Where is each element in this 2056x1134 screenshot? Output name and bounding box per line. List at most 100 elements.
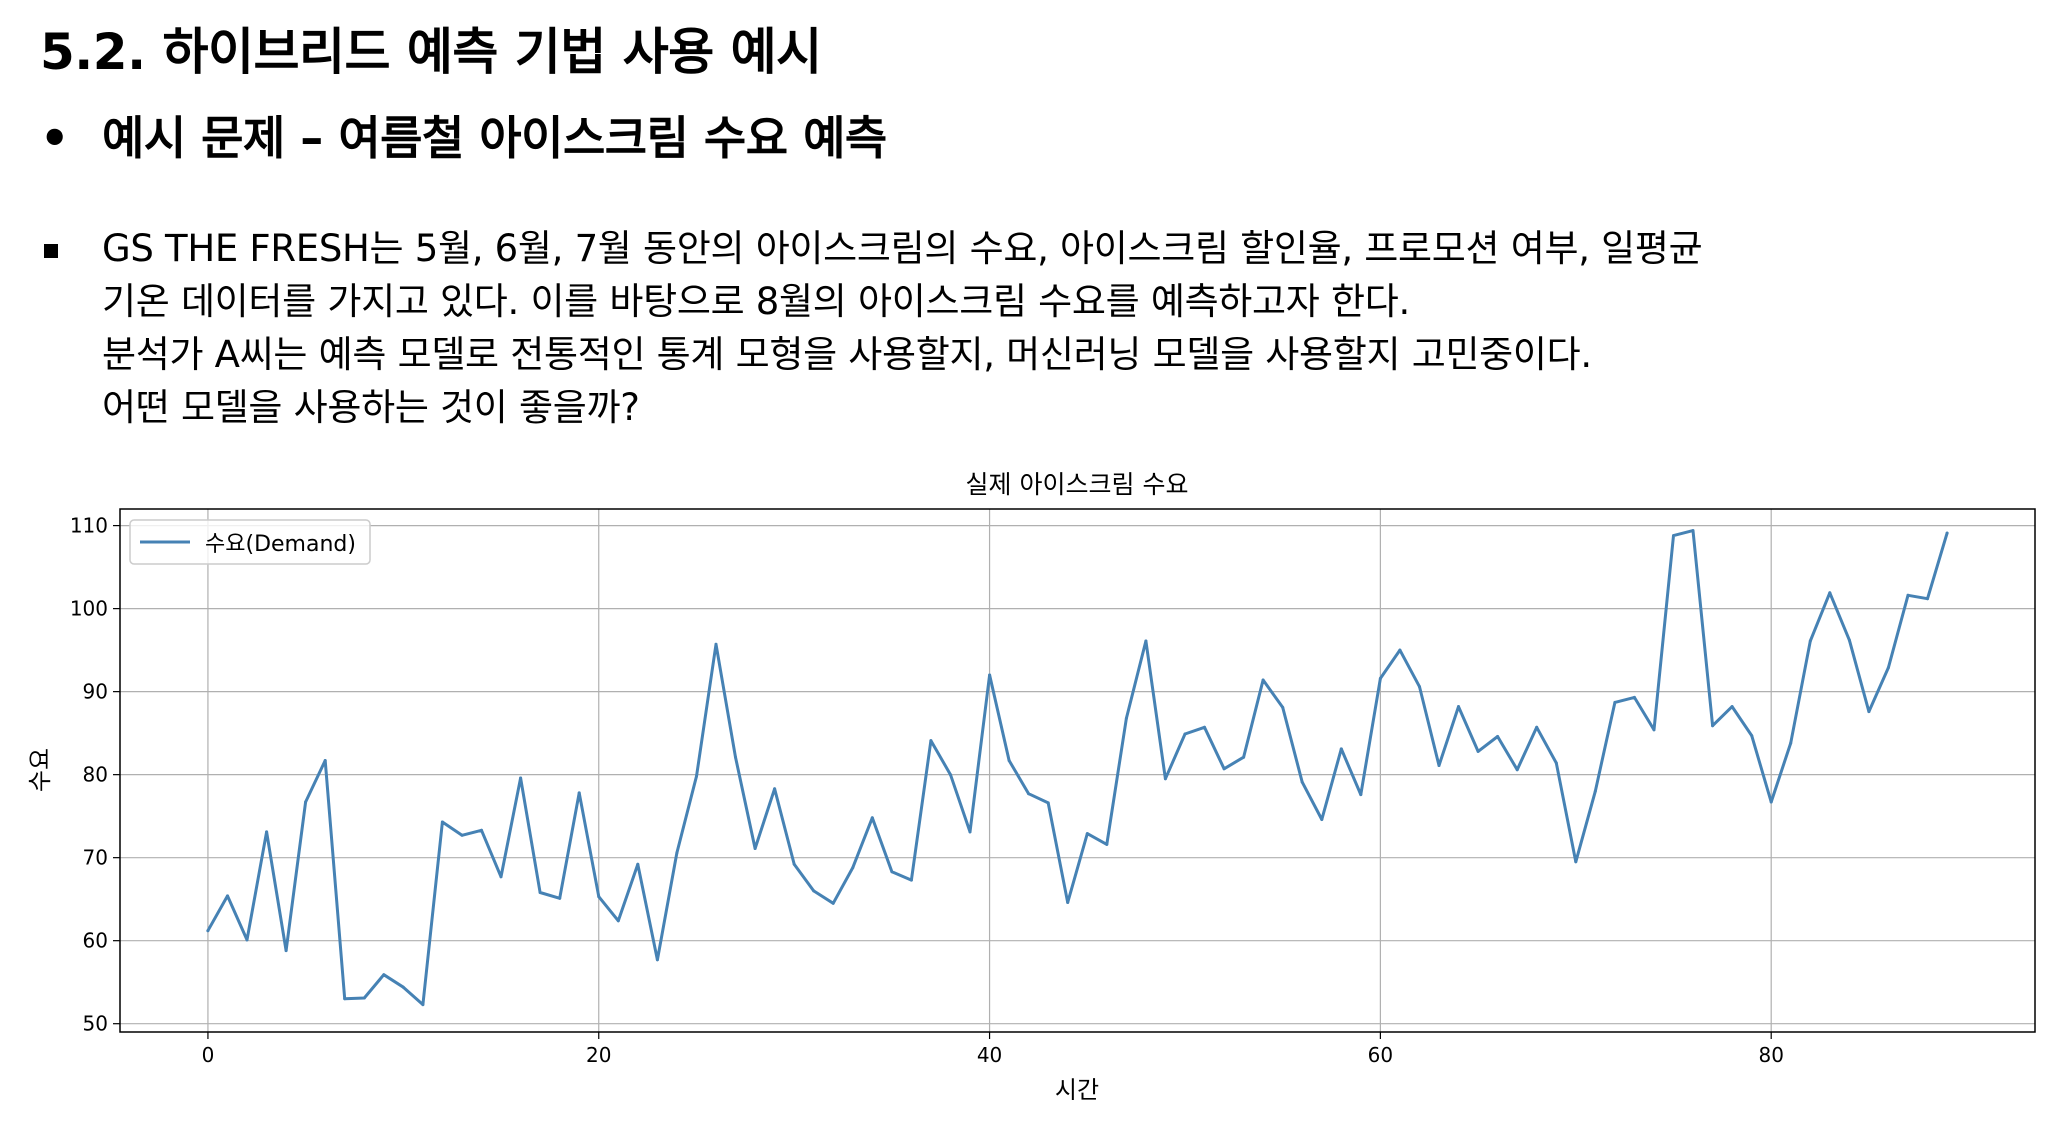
data-point	[577, 791, 581, 795]
data-point	[1769, 800, 1773, 804]
chart-title: 실제 아이스크림 수요	[966, 470, 1189, 499]
data-point	[636, 862, 640, 866]
y-tick-label: 100	[70, 597, 108, 621]
y-tick-label: 50	[83, 1012, 108, 1036]
data-point	[226, 894, 229, 898]
data-point	[1183, 732, 1187, 736]
data-point	[401, 985, 405, 989]
data-point	[1398, 648, 1402, 652]
problem-line: 분석가 A씨는 예측 모델로 전통적인 통계 모형을 사용할지, 머신러닝 모델…	[102, 333, 1592, 376]
data-point	[968, 830, 972, 834]
data-point	[1593, 789, 1597, 793]
data-point	[1808, 639, 1812, 643]
demand-line-chart: 실제 아이스크림 수요 0 20 40 60 80 50 60 70 80 90 100 110 시간…	[26, 470, 2036, 1104]
data-point	[1163, 777, 1167, 781]
data-point	[245, 938, 249, 942]
data-point	[440, 820, 444, 824]
data-point	[655, 958, 659, 962]
data-point	[1847, 638, 1851, 642]
data-point	[616, 919, 620, 923]
data-point	[988, 673, 992, 677]
data-point	[675, 851, 679, 855]
data-point	[1730, 705, 1734, 709]
y-tick-label: 90	[83, 680, 108, 704]
data-point	[695, 774, 698, 778]
data-point	[812, 889, 816, 893]
data-point	[1203, 725, 1206, 729]
data-point	[362, 996, 366, 1000]
legend-box	[129, 519, 371, 565]
x-tick-label: 0	[202, 1043, 215, 1067]
data-point	[1261, 678, 1265, 682]
x-tick-label: 60	[1368, 1043, 1393, 1067]
data-point	[949, 773, 952, 777]
legend-label: 수요(Demand)	[205, 532, 356, 557]
data-point	[1320, 818, 1324, 821]
data-point	[851, 866, 855, 870]
data-point	[870, 816, 874, 820]
data-point	[890, 870, 894, 874]
round-bullet-icon: •	[40, 111, 70, 165]
data-point	[1027, 792, 1031, 796]
data-point	[460, 833, 464, 837]
plot-frame	[119, 508, 2036, 1033]
data-point	[1437, 764, 1441, 767]
data-point	[1535, 725, 1539, 729]
y-tick-label: 80	[83, 763, 108, 787]
problem-line: GS THE FRESH는 5월, 6월, 7월 동안의 아이스크림의 수요, …	[102, 227, 1703, 270]
data-point	[1691, 529, 1695, 533]
data-point	[382, 973, 386, 977]
problem-line: 어떤 모델을 사용하는 것이 좋을까?	[102, 386, 640, 429]
square-bullet-icon	[44, 244, 58, 258]
y-tick-label: 60	[83, 929, 108, 953]
chart-grid	[120, 509, 2035, 1032]
data-point	[1007, 759, 1011, 762]
data-point	[1085, 832, 1089, 836]
data-point	[1144, 639, 1148, 643]
data-point	[1867, 710, 1871, 714]
data-point	[1711, 724, 1715, 728]
data-point	[421, 1003, 425, 1007]
data-point	[1105, 842, 1109, 846]
x-tick-label: 40	[977, 1043, 1002, 1067]
data-point	[1222, 767, 1226, 771]
data-point	[1418, 685, 1421, 689]
data-point	[1672, 534, 1675, 538]
data-point	[831, 901, 835, 905]
data-point	[1378, 676, 1382, 680]
data-point	[1945, 531, 1949, 535]
data-point	[1046, 801, 1050, 805]
data-point	[1339, 747, 1343, 751]
data-point	[499, 875, 503, 879]
problem-text: GS THE FRESH는 5월, 6월, 7월 동안의 아이스크림의 수요, …	[102, 222, 1703, 434]
data-point	[597, 895, 601, 899]
data-point	[538, 891, 542, 894]
data-point	[753, 847, 757, 850]
example-problem-title: 예시 문제 – 여름철 아이스크림 수요 예측	[102, 111, 887, 165]
y-tick-label: 110	[70, 514, 108, 538]
y-axis-label: 수요	[26, 748, 54, 792]
data-point	[1476, 749, 1480, 753]
data-point	[265, 830, 269, 834]
data-point	[1886, 666, 1890, 670]
data-point	[773, 787, 777, 791]
data-point	[1554, 761, 1558, 765]
data-point	[1828, 591, 1832, 595]
data-point	[1926, 597, 1929, 601]
data-point	[1750, 734, 1754, 738]
data-point	[714, 642, 718, 646]
data-point	[1300, 780, 1304, 784]
data-point	[1359, 793, 1363, 797]
x-tick-label: 20	[586, 1043, 611, 1067]
data-point	[1066, 901, 1070, 904]
data-point	[1632, 695, 1636, 699]
data-point	[1457, 705, 1460, 709]
data-point	[480, 828, 483, 832]
data-point	[1789, 741, 1793, 745]
data-point	[1242, 755, 1246, 759]
data-point	[1515, 768, 1519, 772]
x-tick-label: 80	[1758, 1043, 1783, 1067]
y-tick-label: 70	[83, 846, 108, 870]
series-line-demand	[206, 529, 1949, 1007]
data-point	[1574, 860, 1578, 864]
